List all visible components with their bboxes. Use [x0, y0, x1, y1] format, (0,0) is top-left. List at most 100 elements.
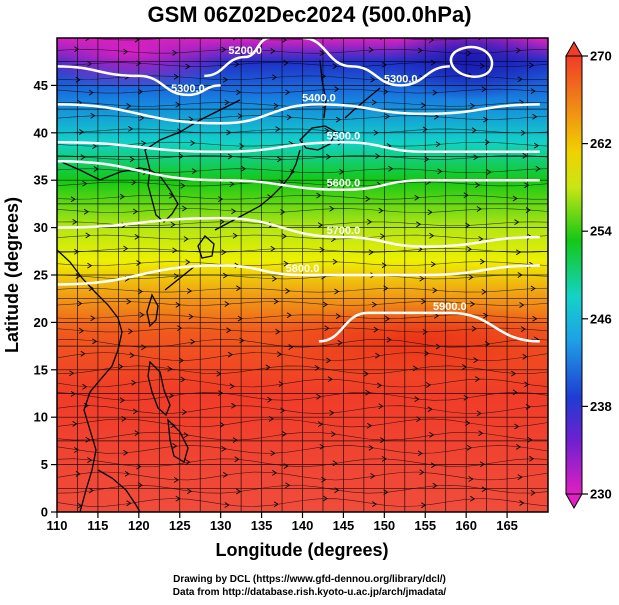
- wind-arrowhead: [222, 76, 229, 83]
- wind-arrowhead: [74, 447, 80, 453]
- wind-arrowhead: [417, 47, 423, 54]
- wind-arrowhead: [466, 444, 472, 451]
- wind-arrowhead: [375, 153, 381, 159]
- wind-arrowhead: [276, 351, 283, 358]
- wind-arrowhead: [517, 76, 523, 83]
- colorbar-tick-label: 246: [590, 311, 612, 326]
- wind-arrowhead: [190, 140, 196, 146]
- wind-arrowhead: [119, 193, 125, 200]
- contour-label: 5600.0: [327, 178, 361, 190]
- contour-line: [57, 141, 540, 154]
- wind-arrowhead: [137, 88, 143, 95]
- wind-arrowhead: [131, 179, 137, 186]
- wind-arrowhead: [285, 89, 291, 96]
- wind-arrowhead: [486, 169, 492, 175]
- wind-arrowhead: [265, 364, 271, 371]
- wind-arrowhead: [78, 129, 85, 135]
- wind-arrowhead: [316, 393, 322, 400]
- x-tick-label: 125: [169, 518, 191, 533]
- x-tick-label: 135: [251, 518, 273, 533]
- coast-asia-mainland: [57, 249, 123, 512]
- wind-arrowhead: [272, 275, 278, 282]
- wind-arrowhead: [419, 275, 425, 282]
- wind-arrowhead: [483, 116, 489, 123]
- wind-arrowhead: [88, 487, 94, 494]
- wind-arrowhead: [425, 382, 432, 388]
- wind-arrowhead: [119, 397, 125, 404]
- wind-arrowhead: [190, 338, 196, 345]
- wind-arrowhead: [381, 262, 387, 269]
- wind-arrowhead: [424, 350, 430, 357]
- wind-arrowhead: [131, 379, 137, 386]
- wind-arrowhead: [219, 218, 225, 225]
- wind-arrowhead: [529, 62, 535, 69]
- wind-arrowhead: [80, 154, 86, 160]
- wind-arrowhead: [186, 86, 193, 92]
- wind-arrowhead: [273, 102, 279, 109]
- wind-arrowhead: [322, 495, 328, 502]
- wind-arrowhead: [222, 272, 229, 279]
- contour-label: 5200.0: [228, 45, 262, 57]
- wind-arrowhead: [335, 116, 341, 123]
- wind-arrowhead: [429, 232, 435, 239]
- wind-arrowhead: [167, 366, 173, 372]
- credit-data: Data from http://database.rish.kyoto-u.a…: [172, 587, 447, 598]
- wind-arrowhead: [530, 490, 536, 496]
- wind-arrowhead: [87, 457, 93, 463]
- chart-title: GSM 06Z02Dec2024 (500.0hPa): [147, 2, 472, 27]
- wind-arrowhead: [530, 88, 536, 94]
- wind-arrowhead: [524, 381, 530, 388]
- wind-arrowhead: [224, 301, 230, 307]
- wind-arrowhead: [232, 38, 238, 41]
- wind-arrowhead: [512, 389, 518, 396]
- wind-arrowhead: [118, 363, 124, 370]
- wind-arrowhead: [70, 391, 76, 397]
- x-tick-label: 145: [333, 518, 355, 533]
- wind-arrowhead: [270, 450, 276, 457]
- coast-japan-hokkaido: [299, 125, 337, 151]
- contour-label: 5800.0: [286, 263, 320, 275]
- wind-arrowhead: [185, 63, 191, 70]
- wind-arrowhead: [123, 48, 129, 55]
- wind-arrowhead: [430, 59, 436, 66]
- colorbar-ticks: 230 238 246 254 262 270: [582, 49, 612, 502]
- wind-arrowhead: [430, 261, 436, 268]
- wind-arrowhead: [329, 410, 335, 416]
- wind-arrowhead: [276, 156, 283, 163]
- x-axis-title: Longitude (degrees): [215, 540, 388, 560]
- y-tick-label: 10: [34, 410, 48, 425]
- wind-arrowhead: [529, 455, 535, 462]
- wind-arrowhead: [222, 472, 229, 478]
- wind-arrowhead: [519, 500, 525, 506]
- y-tick-label: 0: [41, 505, 48, 520]
- wind-arrowhead: [465, 222, 471, 229]
- wind-arrowhead: [236, 488, 242, 495]
- wind-arrowhead: [191, 168, 197, 174]
- wind-arrowhead: [180, 182, 186, 189]
- wind-arrowhead: [123, 449, 129, 456]
- wind-arrowhead: [527, 436, 533, 443]
- wind-arrowhead: [285, 482, 291, 489]
- wind-arrowhead: [437, 168, 443, 175]
- wind-arrowhead: [483, 312, 489, 319]
- wind-arrowhead: [511, 370, 517, 377]
- wind-arrowhead: [173, 477, 179, 483]
- wind-arrowhead: [327, 376, 333, 383]
- wind-arrowhead: [123, 245, 129, 252]
- wind-arrowhead: [332, 258, 338, 265]
- wind-arrowhead: [77, 300, 83, 307]
- wind-arrowhead: [129, 156, 135, 163]
- coast-kyushu: [197, 235, 215, 259]
- wind-arrowhead: [319, 443, 325, 450]
- wind-arrowhead: [273, 298, 279, 305]
- wind-arrowhead: [226, 327, 232, 334]
- wind-arrowhead: [85, 436, 91, 443]
- contour-line: [57, 159, 540, 191]
- wind-arrowhead: [275, 126, 281, 132]
- wind-arrowhead: [182, 205, 188, 212]
- wind-arrowhead: [88, 89, 94, 96]
- wind-arrowhead: [327, 182, 333, 189]
- wind-arrowhead: [178, 357, 184, 364]
- wind-arrowhead: [137, 288, 143, 295]
- credits: Drawing by DCL (https://www.gfd-dennou.o…: [0, 573, 619, 599]
